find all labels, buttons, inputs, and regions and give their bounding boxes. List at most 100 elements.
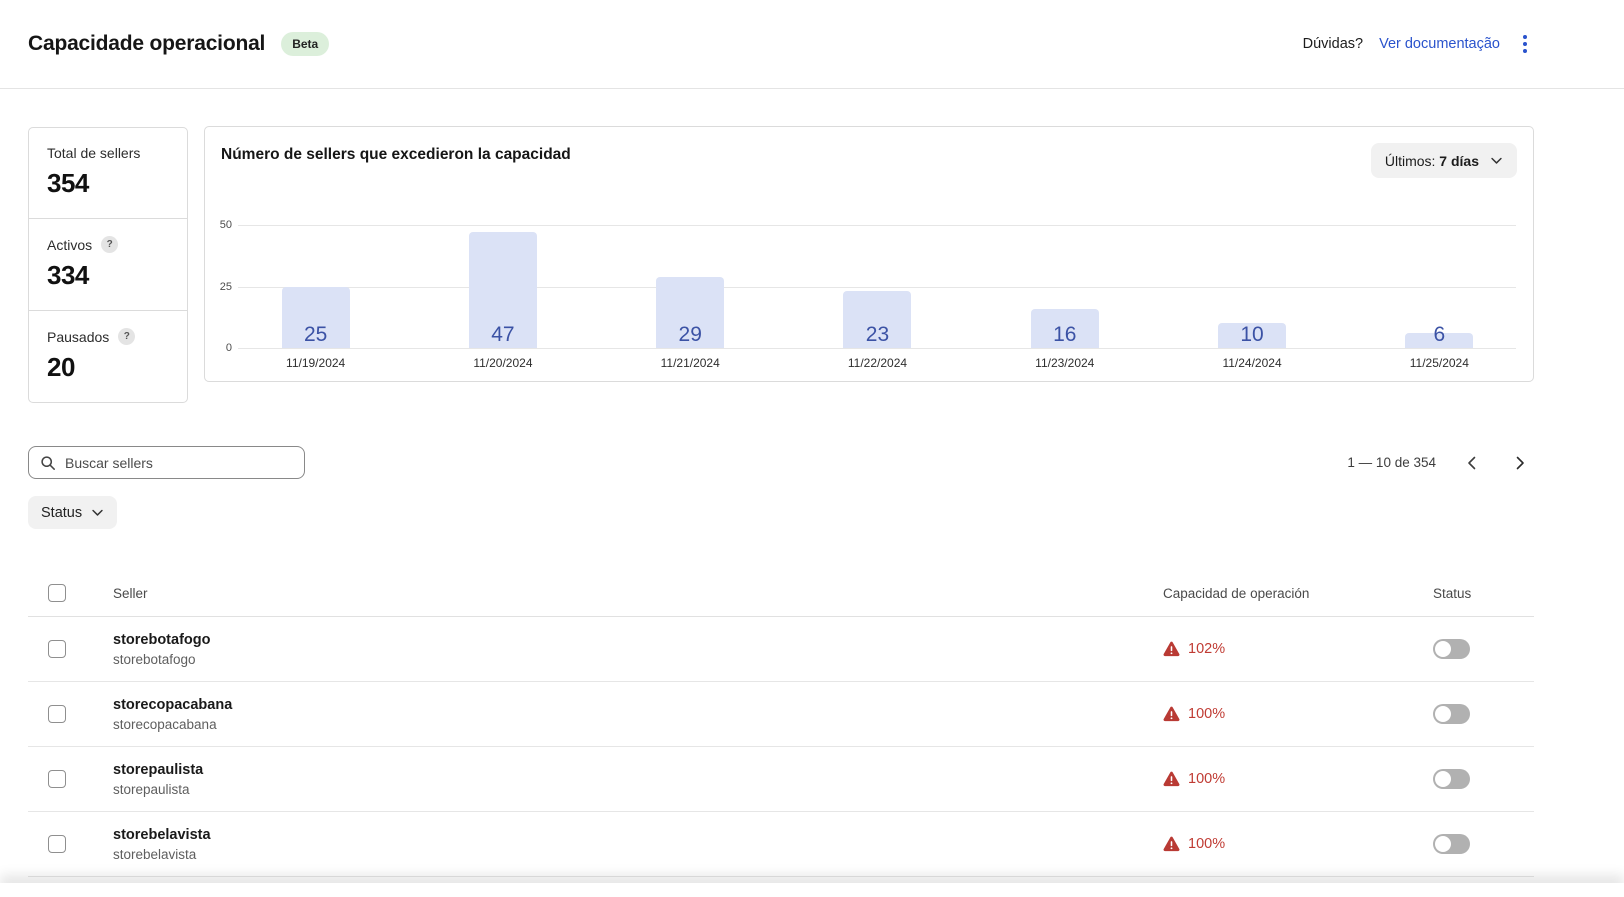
status-toggle[interactable]: [1433, 639, 1470, 659]
search-icon: [41, 455, 55, 470]
status-filter-dropdown[interactable]: Status: [28, 496, 118, 529]
sellers-table: Seller Capacidad de operación Status sto…: [28, 570, 1534, 897]
warning-icon: [1163, 706, 1180, 722]
status-toggle[interactable]: [1433, 769, 1470, 789]
next-page-button[interactable]: [1508, 451, 1532, 475]
search-sellers-box[interactable]: [28, 446, 305, 479]
bar-value-label: 6: [1433, 323, 1446, 346]
warning-icon: [1163, 771, 1180, 787]
previous-page-button[interactable]: [1460, 451, 1484, 475]
stat-value: 334: [47, 260, 89, 290]
seller-name: storecopacabana: [113, 696, 233, 713]
chart-bar: [1405, 333, 1474, 348]
search-input[interactable]: [65, 454, 293, 471]
capacity-cell: 100%: [1163, 836, 1433, 852]
table-row: storepaulista storepaulista 100%: [28, 747, 1534, 812]
column-header-capacity: Capacidad de operación: [1163, 585, 1310, 601]
stat-label: Total de sellers: [47, 145, 141, 161]
seller-account-id: storecopacabana: [113, 716, 217, 732]
table-row: storebelavista storebelavista 100%: [28, 812, 1534, 877]
kebab-menu-icon[interactable]: [1516, 30, 1534, 58]
capacity-value: 100%: [1188, 771, 1226, 787]
table-row: storecopacabana storecopacabana 100%: [28, 682, 1534, 747]
row-checkbox[interactable]: [48, 705, 66, 723]
seller-account-id: storebelavista: [113, 846, 197, 862]
status-toggle[interactable]: [1433, 834, 1470, 854]
chart-bar: [843, 291, 912, 348]
chart-bar: [281, 286, 350, 348]
capacity-value: 100%: [1188, 836, 1226, 852]
seller-name: storebelavista: [113, 826, 211, 843]
pagination: 1 — 10 de 354: [1347, 446, 1532, 479]
bar-value-label: 25: [303, 323, 328, 346]
chart-title: Número de sellers que excedieron la capa…: [221, 146, 571, 163]
bottom-scroll-shade: [0, 883, 1624, 897]
y-axis-tick-label: 0: [225, 342, 232, 354]
date-range-dropdown[interactable]: Últimos: 7 días: [1370, 143, 1517, 178]
y-axis-tick-label: 50: [219, 219, 232, 231]
bar-value-label: 23: [865, 323, 890, 346]
table-row: storebotafogo storebotafogo 102%: [28, 617, 1534, 682]
chevron-right-icon: [1516, 456, 1524, 469]
seller-name: storepaulista: [113, 761, 204, 778]
column-header-seller: Seller: [113, 585, 148, 601]
x-axis-date-label: 11/19/2024: [286, 356, 346, 370]
seller-name: storebotafogo: [113, 631, 211, 648]
stat-label: Pausados: [47, 328, 110, 345]
seller-account-id: storebotafogo: [113, 651, 196, 667]
x-axis-date-label: 11/23/2024: [1035, 356, 1095, 370]
seller-account-id: storepaulista: [113, 781, 190, 797]
help-question-text: Dúvidas?: [1302, 36, 1364, 52]
x-axis-date-label: 11/21/2024: [660, 356, 720, 370]
exceeded-capacity-chart-card: Número de sellers que excedieron la capa…: [204, 126, 1534, 382]
bar-value-label: 47: [491, 323, 515, 346]
select-all-checkbox[interactable]: [48, 584, 66, 602]
bar-value-label: 10: [1240, 323, 1264, 346]
x-axis-date-label: 11/22/2024: [847, 356, 908, 370]
range-label: Últimos:: [1384, 152, 1436, 169]
x-axis-date-label: 11/25/2024: [1409, 356, 1469, 370]
page-title: Capacidade operacional: [28, 32, 266, 55]
documentation-link[interactable]: Ver documentação: [1379, 36, 1500, 52]
row-checkbox[interactable]: [48, 770, 66, 788]
capacity-value: 100%: [1188, 706, 1226, 722]
beta-badge: Beta: [281, 32, 330, 56]
range-value: 7 días: [1439, 152, 1479, 169]
stat-label: Activos: [47, 236, 93, 253]
capacity-cell: 100%: [1163, 706, 1433, 722]
status-filter-label: Status: [41, 504, 83, 521]
chart-bar: [468, 232, 537, 348]
stat-value: 20: [47, 352, 75, 382]
chevron-left-icon: [1468, 456, 1476, 469]
y-axis-tick-label: 25: [219, 280, 232, 293]
stat-paused-sellers: Pausados ? 20: [29, 310, 187, 402]
help-icon[interactable]: ?: [101, 236, 119, 253]
stat-total-sellers: Total de sellers 354: [29, 128, 187, 218]
pagination-range: 1 — 10 de 354: [1347, 455, 1436, 470]
bar-value-label: 29: [678, 323, 702, 346]
seller-stats-card: Total de sellers 354 Activos ? 334 Pausa…: [28, 127, 188, 403]
chart-bar: [1218, 323, 1287, 348]
stat-active-sellers: Activos ? 334: [29, 218, 187, 310]
header-actions: Dúvidas? Ver documentação: [1303, 30, 1534, 58]
help-icon[interactable]: ?: [118, 328, 136, 345]
table-header-row: Seller Capacidad de operación Status: [28, 570, 1534, 617]
capacity-cell: 102%: [1163, 641, 1433, 657]
chevron-down-icon: [1491, 157, 1502, 164]
chart-gridline: [238, 286, 1516, 288]
row-checkbox[interactable]: [48, 640, 66, 658]
capacity-cell: 100%: [1163, 771, 1433, 787]
column-header-status: Status: [1433, 585, 1472, 601]
capacity-value: 102%: [1188, 641, 1226, 657]
chart-gridline: [238, 225, 1516, 226]
row-checkbox[interactable]: [48, 835, 66, 853]
warning-icon: [1163, 836, 1180, 852]
status-toggle[interactable]: [1433, 704, 1470, 724]
x-axis-date-label: 11/24/2024: [1222, 356, 1282, 370]
stat-value: 354: [47, 168, 89, 198]
chart-bar: [656, 276, 725, 348]
warning-icon: [1163, 641, 1180, 657]
chevron-down-icon: [92, 509, 103, 516]
chart-gridline: [238, 348, 1516, 349]
chart-bar: [1030, 308, 1099, 348]
